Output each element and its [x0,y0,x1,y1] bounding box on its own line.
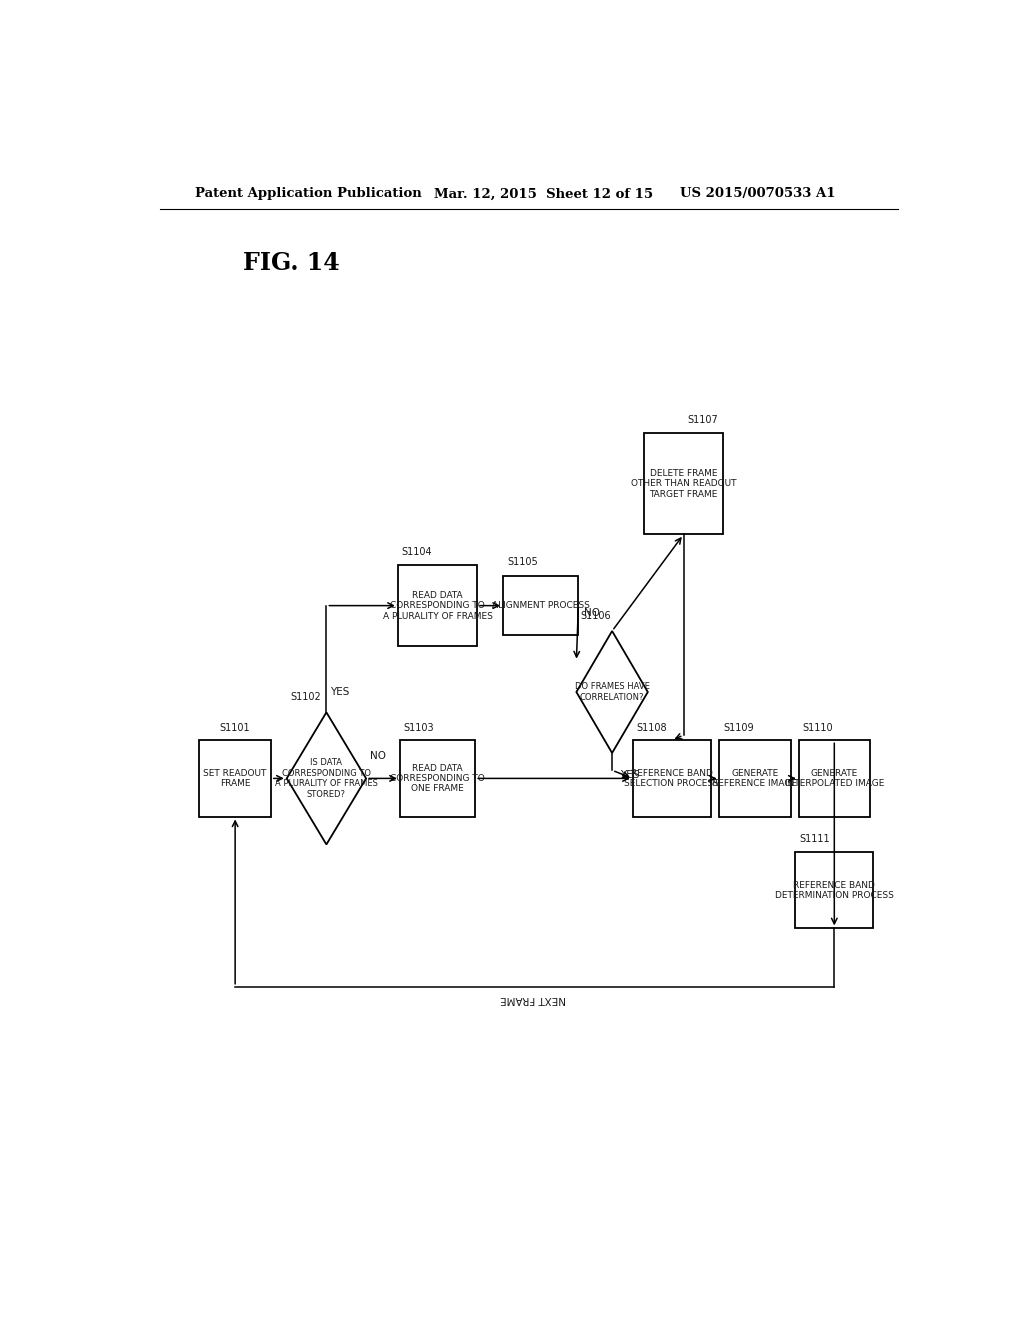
Text: Mar. 12, 2015  Sheet 12 of 15: Mar. 12, 2015 Sheet 12 of 15 [433,187,652,201]
Text: S1104: S1104 [401,546,432,557]
Text: READ DATA
CORRESPONDING TO
A PLURALITY OF FRAMES: READ DATA CORRESPONDING TO A PLURALITY O… [383,591,493,620]
Text: S1106: S1106 [581,611,611,620]
Text: NEXT FRAME: NEXT FRAME [500,994,565,1005]
FancyBboxPatch shape [796,853,873,928]
Text: DELETE FRAME
OTHER THAN READOUT
TARGET FRAME: DELETE FRAME OTHER THAN READOUT TARGET F… [631,469,736,499]
FancyBboxPatch shape [719,741,791,817]
Text: S1110: S1110 [803,722,834,733]
FancyBboxPatch shape [503,576,579,635]
Polygon shape [287,713,367,845]
Text: S1102: S1102 [291,692,322,702]
Text: NO: NO [370,751,386,762]
Text: Patent Application Publication: Patent Application Publication [196,187,422,201]
Text: REFERENCE BAND
DETERMINATION PROCESS: REFERENCE BAND DETERMINATION PROCESS [775,880,894,900]
Text: REFERENCE BAND
SELECTION PROCESS: REFERENCE BAND SELECTION PROCESS [625,768,719,788]
Text: US 2015/0070533 A1: US 2015/0070533 A1 [680,187,835,201]
FancyBboxPatch shape [200,741,270,817]
Text: S1105: S1105 [507,557,538,568]
FancyBboxPatch shape [644,433,723,535]
Polygon shape [577,631,648,752]
Text: IS DATA
CORRESPONDING TO
A PLURALITY OF FRAMES
STORED?: IS DATA CORRESPONDING TO A PLURALITY OF … [275,758,378,799]
FancyBboxPatch shape [397,565,477,647]
Text: S1101: S1101 [219,722,250,733]
Text: S1103: S1103 [403,722,434,733]
Text: YES: YES [331,686,350,697]
Text: GENERATE
INTERPOLATED IMAGE: GENERATE INTERPOLATED IMAGE [784,768,884,788]
Text: READ DATA
CORRESPONDING TO
ONE FRAME: READ DATA CORRESPONDING TO ONE FRAME [390,763,485,793]
Text: GENERATE
REFERENCE IMAGE: GENERATE REFERENCE IMAGE [713,768,798,788]
Text: S1107: S1107 [687,414,718,425]
Text: ALIGNMENT PROCESS: ALIGNMENT PROCESS [492,601,590,610]
Text: S1111: S1111 [800,834,830,845]
Text: S1108: S1108 [637,722,668,733]
Text: YES: YES [620,771,639,780]
Text: FIG. 14: FIG. 14 [243,251,340,275]
Text: DO FRAMES HAVE
CORRELATION?: DO FRAMES HAVE CORRELATION? [574,682,649,702]
Text: S1109: S1109 [723,722,754,733]
FancyBboxPatch shape [633,741,711,817]
Text: NO: NO [585,607,600,618]
Text: SET READOUT
FRAME: SET READOUT FRAME [204,768,267,788]
FancyBboxPatch shape [799,741,870,817]
FancyBboxPatch shape [399,741,475,817]
